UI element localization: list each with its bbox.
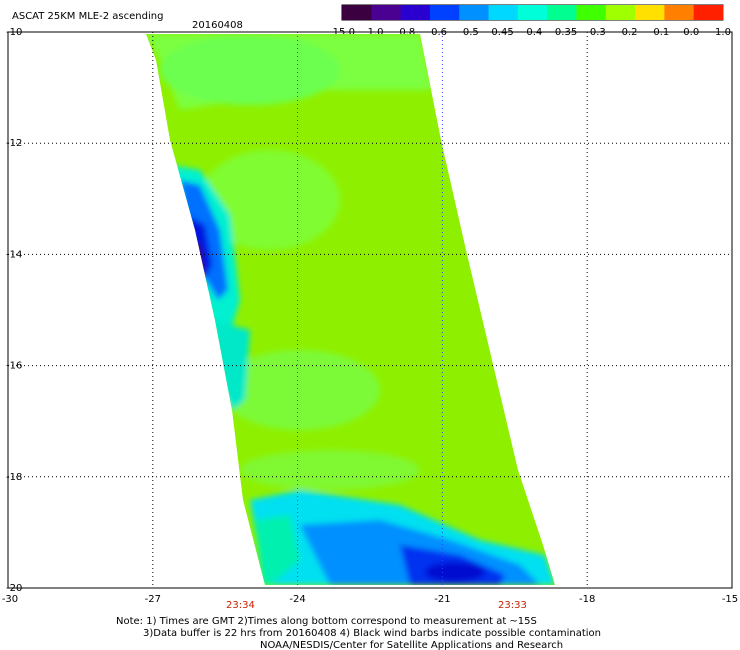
latitude-label: -10	[6, 27, 22, 38]
map-frame	[7, 31, 733, 589]
colorbar: -15.0 -1.0 -0.8 -0.6 -0.5 -0.45 -0.4 -0.35 -0.3-…	[329, 4, 731, 38]
longitude-label: -30	[2, 594, 18, 605]
swath-time-start: 23:34	[226, 600, 255, 611]
latitude-labels: -10 -12 -14 -16 -18 -20	[6, 27, 22, 594]
colorbar-swatch	[576, 5, 607, 20]
map-title: ASCAT 25KM MLE-2 ascending	[12, 11, 163, 22]
map-date: 20160408	[192, 20, 243, 31]
colorbar-swatch	[605, 5, 636, 20]
swath-layer	[146, 34, 555, 585]
footer-note-2: 3)Data buffer is 22 hrs from 20160408 4)…	[143, 628, 601, 639]
longitude-labels: -30 -27 -24 -21 -18 -15	[2, 594, 738, 605]
latitude-label: -12	[6, 138, 22, 149]
footer-note-1: Note: 1) Times are GMT 2)Times along bot…	[116, 616, 537, 627]
colorbar-swatch	[488, 5, 519, 20]
longitude-label: -21	[434, 594, 450, 605]
colorbar-swatch	[429, 5, 460, 20]
colorbar-swatch	[547, 5, 577, 20]
colorbar-swatches	[342, 5, 724, 20]
latitude-label: -16	[6, 361, 22, 372]
latitude-label: -18	[6, 472, 22, 483]
latitude-label: -20	[6, 583, 22, 594]
longitude-label: -15	[722, 594, 738, 605]
colorbar-swatch	[342, 5, 372, 20]
latitude-label: -14	[6, 249, 22, 260]
longitude-label: -24	[289, 594, 305, 605]
longitude-label: -18	[579, 594, 595, 605]
colorbar-swatch	[400, 5, 431, 20]
footer-credit: NOAA/NESDIS/Center for Satellite Applica…	[260, 640, 563, 650]
longitude-label: -27	[145, 594, 161, 605]
swath-time-end: 23:33	[498, 600, 527, 611]
colorbar-swatch	[371, 5, 402, 20]
colorbar-swatch	[517, 5, 548, 20]
wind-swath	[146, 34, 555, 585]
colorbar-swatch	[693, 5, 724, 20]
colorbar-swatch	[664, 5, 695, 20]
colorbar-swatch	[635, 5, 665, 20]
colorbar-swatch	[459, 5, 490, 20]
